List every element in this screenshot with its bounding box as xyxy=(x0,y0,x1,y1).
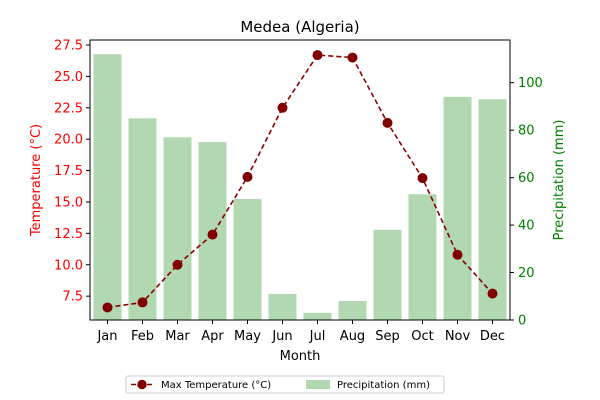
y-right-tick-label: 0 xyxy=(518,314,526,329)
legend-label-temperature: Max Temperature (°C) xyxy=(161,380,271,391)
temperature-point xyxy=(242,171,253,182)
temperature-point xyxy=(207,229,218,240)
precip-bar xyxy=(163,137,192,320)
plot-frame xyxy=(89,39,511,321)
x-tick-label: Oct xyxy=(411,329,433,344)
axes-layer: Jan Feb Mar Apr May Jun Jul Aug Sep Oct Nov Dec 7.5 1… xyxy=(54,39,543,344)
precip-bar xyxy=(268,293,297,320)
temperature-point xyxy=(137,297,148,308)
precip-bar xyxy=(233,198,262,320)
x-tick-label: Apr xyxy=(201,329,224,344)
y-left-tick-label: 12.5 xyxy=(54,227,83,242)
temperature-point xyxy=(277,102,288,113)
temperature-point xyxy=(172,259,183,270)
x-tick-label: Feb xyxy=(131,329,154,344)
x-tick-label: Nov xyxy=(445,329,471,344)
y-axis-left-label: Temperature (°C) xyxy=(29,124,44,237)
legend-line-marker xyxy=(137,379,147,390)
x-tick-label: May xyxy=(234,329,261,344)
y-left-tick-label: 22.5 xyxy=(54,101,83,116)
x-tick-label: Jan xyxy=(96,329,117,344)
x-tick-label: Sep xyxy=(375,329,400,344)
y-left-tick-label: 27.5 xyxy=(54,39,83,54)
x-tick-label: Jul xyxy=(309,329,326,344)
line-layer xyxy=(102,50,498,313)
temperature-point xyxy=(417,173,428,184)
y-left-tick-label: 10.0 xyxy=(54,258,83,273)
x-tick-label: Jun xyxy=(271,329,292,344)
precip-bar xyxy=(443,96,472,320)
precip-bar xyxy=(93,54,122,320)
temperature-point xyxy=(347,52,358,63)
y-left-tick-label: 17.5 xyxy=(54,164,83,179)
chart-title: Medea (Algeria) xyxy=(240,18,359,36)
y-right-tick-label: 40 xyxy=(518,219,535,234)
precip-bar xyxy=(338,301,367,320)
legend-bar-swatch xyxy=(306,380,330,389)
y-left-tick-label: 20.0 xyxy=(54,133,83,148)
bars-layer xyxy=(93,54,507,320)
y-right-tick-label: 80 xyxy=(518,124,535,139)
legend: Max Temperature (°C) Precipitation (mm) xyxy=(125,375,445,394)
precip-bar xyxy=(408,194,437,320)
temperature-point xyxy=(312,50,323,61)
temperature-point xyxy=(102,302,113,313)
precip-bar xyxy=(303,312,332,320)
x-tick-label: Mar xyxy=(165,329,190,344)
x-axis-label: Month xyxy=(280,349,321,364)
precip-bar xyxy=(373,229,402,320)
temperature-point xyxy=(487,288,498,299)
temperature-line xyxy=(107,54,494,309)
legend-label-precipitation: Precipitation (mm) xyxy=(337,380,430,391)
legend-box xyxy=(125,375,445,394)
precip-bar xyxy=(128,118,157,320)
y-left-tick-label: 7.5 xyxy=(62,290,83,305)
x-tick-label: Dec xyxy=(480,329,505,344)
y-left-tick-label: 15.0 xyxy=(54,195,83,210)
y-left-tick-label: 25.0 xyxy=(54,70,83,85)
y-right-tick-label: 100 xyxy=(518,76,543,91)
precip-bar xyxy=(478,99,507,320)
y-right-tick-label: 60 xyxy=(518,171,535,186)
y-right-tick-label: 20 xyxy=(518,266,535,281)
temperature-point xyxy=(382,117,393,128)
x-tick-label: Aug xyxy=(340,329,365,344)
temperature-point xyxy=(452,249,463,260)
y-axis-right-label: Precipitation (mm) xyxy=(552,120,567,241)
